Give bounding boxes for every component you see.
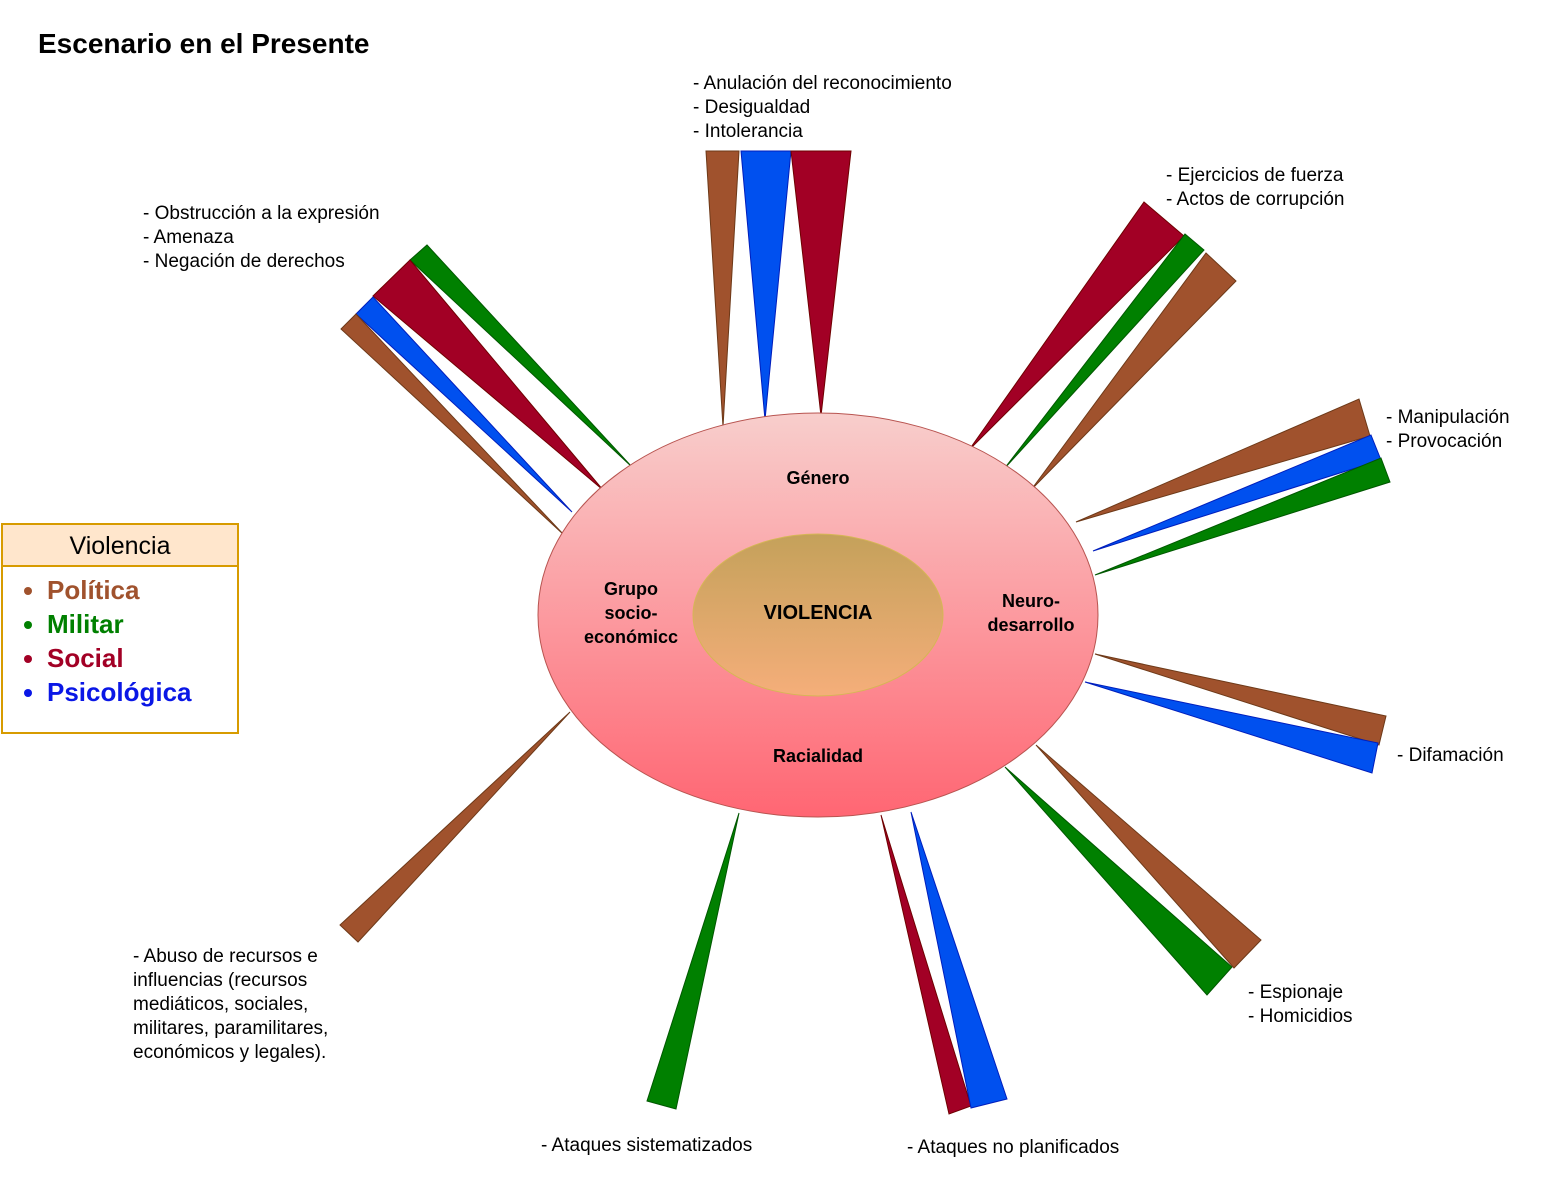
- spike-right-politica: [1075, 398, 1371, 523]
- spike-bottom-psicologica: [910, 811, 1008, 1109]
- annotation-line: - Manipulación: [1386, 407, 1510, 428]
- annotation-top: - Anulación del reconocimiento - Desigua…: [693, 72, 952, 144]
- annotation-line: - Ataques sistematizados: [541, 1135, 753, 1156]
- spike-right-militar: [1094, 457, 1391, 576]
- spike-rightlow-psicologica: [1084, 681, 1379, 774]
- annotation-line: - Provocación: [1386, 431, 1503, 452]
- spike-bottomright-militar: [1004, 766, 1233, 996]
- spike-bottomleftcenter-militar: [646, 812, 740, 1110]
- legend-item-label: Política: [47, 575, 140, 605]
- spike-bottomleft-politica: [339, 711, 571, 943]
- annotation-bottom-left-center: - Ataques sistematizados: [541, 1134, 752, 1158]
- section-grupo-line3: económicc: [584, 627, 678, 647]
- annotation-line: - Difamación: [1397, 745, 1504, 766]
- page-title: Escenario en el Presente: [38, 28, 370, 59]
- annotation-line: - Homicidios: [1248, 1006, 1353, 1027]
- legend-item-politica: Política: [47, 573, 237, 607]
- spike-rightlow-politica: [1094, 653, 1387, 746]
- annotation-line: - Obstrucción a la expresión: [143, 203, 380, 224]
- legend-item-label: Psicológica: [47, 677, 192, 707]
- section-genero: Género: [786, 468, 849, 488]
- annotation-line: - Amenaza: [143, 227, 234, 248]
- annotation-top-left: - Obstrucción a la expresión - Amenaza -…: [143, 202, 380, 274]
- spike-topleft-militar: [409, 244, 633, 468]
- section-grupo-line2: socio-: [604, 603, 657, 623]
- annotation-top-right: - Ejercicios de fuerza - Actos de corrup…: [1166, 164, 1344, 212]
- legend-item-label: Militar: [47, 609, 124, 639]
- annotation-bottom-left: - Abuso de recursos e influencias (recur…: [133, 946, 329, 1063]
- section-racialidad: Racialidad: [773, 746, 863, 766]
- spike-right-psicologica: [1092, 434, 1382, 552]
- annotation-bottom-right: - Espionaje - Homicidios: [1248, 981, 1353, 1029]
- section-neuro-line1: Neuro-: [1002, 591, 1060, 611]
- spike-topleft-psicologica: [355, 296, 573, 513]
- section-grupo-line1: Grupo: [604, 579, 658, 599]
- spike-top-psicologica: [740, 150, 792, 421]
- annotation-line: - Anulación del reconocimiento: [693, 73, 952, 94]
- legend-item-label: Social: [47, 643, 124, 673]
- annotation-line: - Actos de corrupción: [1166, 189, 1345, 210]
- legend-box: Violencia Política Militar Social Psicol…: [1, 523, 239, 734]
- annotation-line: - Ejercicios de fuerza: [1166, 165, 1344, 186]
- spike-top-politica: [705, 150, 740, 428]
- annotation-right-lower: - Difamación: [1397, 744, 1504, 768]
- annotation-line: - Desigualdad: [693, 97, 811, 118]
- center-label: VIOLENCIA: [764, 602, 873, 624]
- legend-item-psicologica: Psicológica: [47, 675, 237, 709]
- spike-topright-social: [968, 201, 1185, 451]
- section-neuro-line2: desarrollo: [987, 615, 1074, 635]
- spike-bottom-social: [880, 814, 972, 1115]
- annotation-right-upper: - Manipulación - Provocación: [1386, 406, 1510, 454]
- legend-item-social: Social: [47, 641, 237, 675]
- spike-topleft-social: [372, 259, 604, 491]
- annotation-line: - Negación de derechos: [143, 251, 345, 272]
- legend-item-militar: Militar: [47, 607, 237, 641]
- annotation-line: - Intolerancia: [693, 121, 803, 142]
- legend-header: Violencia: [3, 525, 237, 567]
- annotation-line: - Espionaje: [1248, 982, 1344, 1003]
- inner-ellipse: [692, 533, 944, 697]
- spike-top-social: [790, 150, 852, 417]
- annotation-line: - Ataques no planificados: [907, 1137, 1120, 1158]
- annotation-bottom-center: - Ataques no planificados: [907, 1136, 1119, 1160]
- legend-list: Política Militar Social Psicológica: [3, 573, 237, 709]
- spike-topright-militar: [1003, 233, 1205, 470]
- spike-topleft-politica: [340, 313, 565, 536]
- spike-bottomright-politica: [1035, 744, 1262, 969]
- spike-topright-politica: [1030, 252, 1237, 491]
